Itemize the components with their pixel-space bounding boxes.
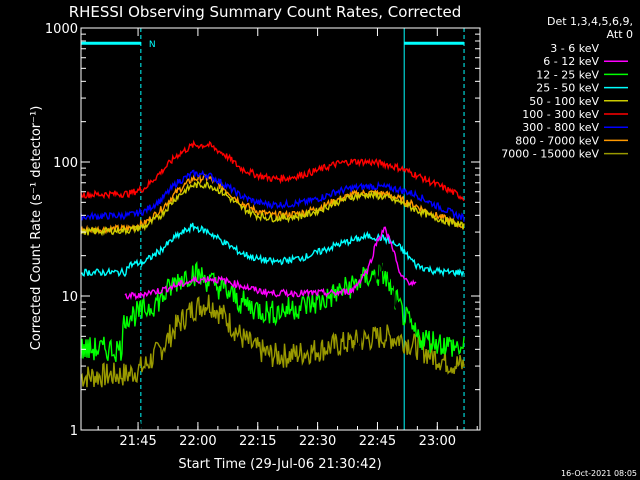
series-line	[80, 294, 465, 388]
y-tick-label: 100	[53, 156, 78, 171]
legend-label: 3 - 6 keV	[550, 42, 599, 55]
x-tick-label: 23:00	[419, 434, 456, 449]
y-tick-label: 1000	[45, 22, 78, 37]
flag-label: N	[149, 40, 156, 50]
y-tick-label: 10	[61, 290, 78, 305]
legend-label: 7000 - 15000 keV	[501, 148, 599, 161]
axes: 21:45 22:00 22:15 22:30 22:45 23:00 1 10 100 1000	[45, 22, 480, 449]
plot-frame	[80, 27, 481, 431]
y-tick-label: 1	[70, 424, 78, 439]
legend-label: 800 - 7000 keV	[515, 134, 599, 147]
legend-label: 6 - 12 keV	[543, 55, 599, 68]
series-line	[80, 180, 465, 237]
series-line	[80, 261, 465, 362]
x-tick-label: 21:45	[119, 434, 156, 449]
series-line	[80, 248, 401, 431]
legend-label: 100 - 300 keV	[522, 108, 599, 121]
chart-title: RHESSI Observing Summary Count Rates, Co…	[69, 3, 462, 21]
legend-label: 50 - 100 keV	[529, 95, 599, 108]
y-axis-label: Corrected Count Rate (s⁻¹ detector⁻¹)	[29, 106, 44, 351]
x-tick-label: 22:00	[179, 434, 216, 449]
series-line	[80, 222, 465, 278]
x-axis-label: Start Time (29-Jul-06 21:30:42)	[178, 457, 381, 472]
series-line	[124, 226, 417, 301]
legend-label: 25 - 50 keV	[536, 82, 599, 95]
series-line	[80, 169, 465, 222]
legend-header-attenuator: Att 0	[607, 28, 633, 41]
legend-label: 300 - 800 keV	[522, 121, 599, 134]
x-tick-label: 22:15	[239, 434, 276, 449]
legend-header-detectors: Det 1,3,4,5,6,9,	[547, 15, 633, 28]
series-line	[80, 173, 465, 236]
x-tick-label: 22:45	[359, 434, 396, 449]
x-tick-label: 22:30	[299, 434, 336, 449]
legend-label: 12 - 25 keV	[536, 68, 599, 81]
plot-area: N	[80, 28, 465, 431]
timestamp: 16-Oct-2021 08:05	[561, 469, 637, 478]
series-line	[80, 139, 465, 202]
